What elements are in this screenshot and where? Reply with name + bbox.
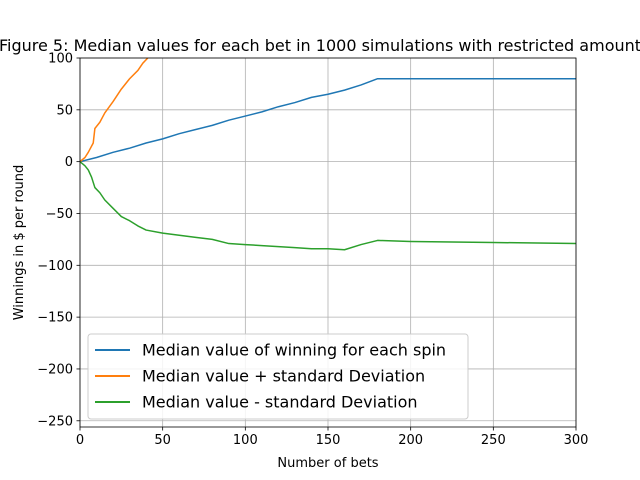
y-tick-label: 0 bbox=[65, 155, 73, 170]
series-line-2 bbox=[80, 58, 149, 163]
y-axis-label: Winnings in $ per round bbox=[12, 165, 27, 321]
x-axis-label: Number of bets bbox=[277, 456, 378, 471]
axis-ticks: 0 50 100 150 200 250 300 −250 −200 −150 −100 −50 0 50… bbox=[37, 52, 588, 449]
y-tick-label: 100 bbox=[48, 52, 73, 67]
x-tick-label: 300 bbox=[564, 433, 589, 448]
series-line-3 bbox=[80, 161, 576, 251]
y-tick-label: −100 bbox=[37, 259, 73, 274]
legend-label: Median value + standard Deviation bbox=[142, 367, 425, 386]
x-tick-label: 200 bbox=[398, 433, 423, 448]
y-tick-label: −250 bbox=[37, 414, 73, 429]
x-tick-label: 50 bbox=[154, 433, 171, 448]
chart-title: Figure 5: Median values for each bet in … bbox=[0, 36, 640, 55]
x-tick-label: 0 bbox=[76, 433, 84, 448]
y-tick-label: 50 bbox=[56, 103, 73, 118]
legend-label: Median value - standard Deviation bbox=[142, 393, 418, 412]
x-tick-label: 150 bbox=[316, 433, 341, 448]
x-tick-label: 100 bbox=[233, 433, 258, 448]
y-tick-label: −150 bbox=[37, 311, 73, 326]
y-tick-label: −200 bbox=[37, 362, 73, 377]
legend: Median value of winning for each spin Med… bbox=[87, 333, 469, 420]
x-tick-label: 250 bbox=[481, 433, 506, 448]
y-tick-label: −50 bbox=[46, 207, 73, 222]
legend-box bbox=[87, 333, 469, 420]
series-line-1 bbox=[80, 77, 576, 163]
plot-area bbox=[80, 58, 576, 251]
legend-label: Median value of winning for each spin bbox=[142, 341, 446, 360]
